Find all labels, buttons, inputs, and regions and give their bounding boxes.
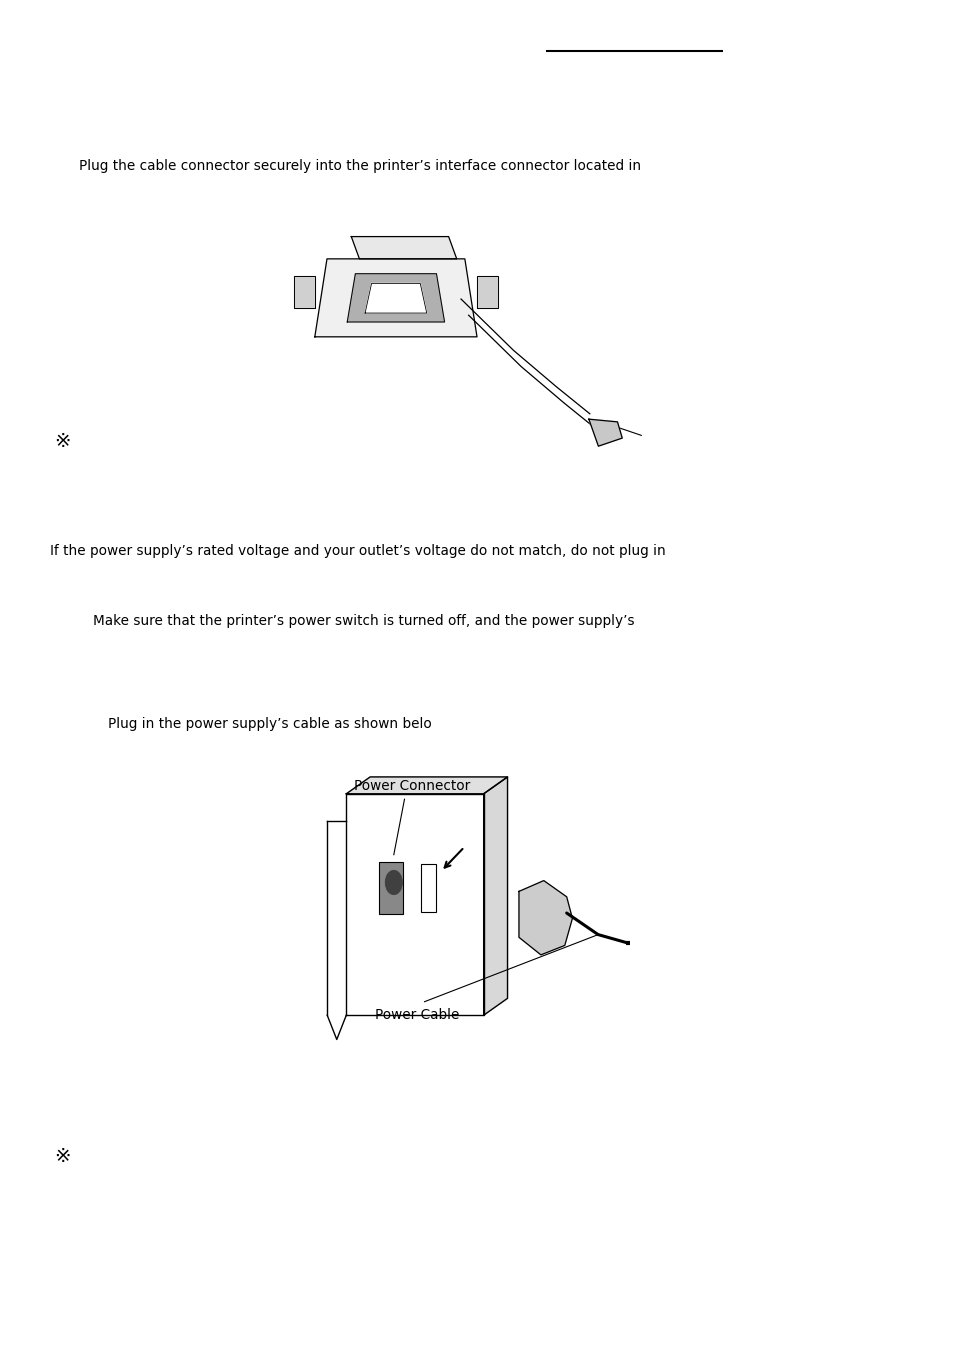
Text: Power Connector: Power Connector [354, 779, 470, 792]
Polygon shape [476, 277, 497, 309]
Polygon shape [351, 236, 456, 259]
Polygon shape [346, 778, 507, 794]
Polygon shape [588, 418, 621, 446]
Text: Plug in the power supply’s cable as shown belo: Plug in the power supply’s cable as show… [108, 717, 431, 730]
Polygon shape [347, 274, 444, 321]
Polygon shape [314, 259, 476, 336]
Text: ※: ※ [54, 432, 71, 451]
Circle shape [385, 871, 402, 895]
Text: Plug the cable connector securely into the printer’s interface connector located: Plug the cable connector securely into t… [79, 159, 640, 173]
Text: Power Cable: Power Cable [375, 1008, 458, 1022]
Bar [420, 864, 436, 911]
Bar [378, 863, 402, 914]
Text: Make sure that the printer’s power switch is turned off, and the power supply’s: Make sure that the printer’s power switc… [93, 614, 635, 628]
Polygon shape [365, 284, 426, 313]
Polygon shape [518, 880, 572, 954]
Text: If the power supply’s rated voltage and your outlet’s voltage do not match, do n: If the power supply’s rated voltage and … [50, 544, 664, 558]
Polygon shape [483, 778, 507, 1015]
Polygon shape [346, 794, 483, 1015]
Polygon shape [294, 277, 314, 309]
Text: ※: ※ [54, 1148, 71, 1166]
